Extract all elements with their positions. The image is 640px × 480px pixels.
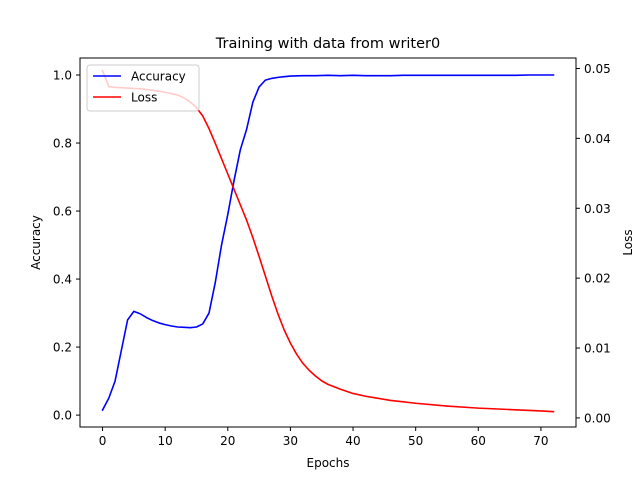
legend-label-loss: Loss (131, 91, 157, 105)
x-axis-title: Epochs (307, 456, 350, 470)
x-tick-label: 40 (345, 434, 360, 448)
y2-tick-label: 0.01 (584, 342, 611, 356)
y2-tick-label: 0.03 (584, 202, 611, 216)
y-tick-label: 1.0 (53, 69, 72, 83)
x-tick-label: 20 (220, 434, 235, 448)
plot-frame (79, 57, 577, 428)
legend: Accuracy Loss (86, 64, 200, 112)
x-tick-label: 10 (158, 434, 173, 448)
y-tick-label: 0.4 (53, 273, 72, 287)
legend-label-accuracy: Accuracy (131, 70, 186, 84)
x-tick-label: 50 (408, 434, 423, 448)
y-tick-label: 0.8 (53, 137, 72, 151)
x-tick-label: 30 (283, 434, 298, 448)
series-line-accuracy (101, 74, 555, 412)
y2-tick-label: 0.04 (584, 132, 611, 146)
y2-axis-title: Loss (621, 229, 635, 255)
y-tick-label: 0.6 (53, 205, 72, 219)
y-axis-left: 0.0 0.2 0.4 0.6 0.8 1.0 (53, 69, 80, 423)
x-tick-label: 60 (471, 434, 486, 448)
x-tick-label: 70 (533, 434, 548, 448)
y-tick-label: 0.2 (53, 341, 72, 355)
y-axis-right: 0.00 0.01 0.02 0.03 0.04 0.05 (576, 62, 611, 425)
x-axis: 0 10 20 30 40 50 60 70 (99, 427, 549, 448)
y2-tick-label: 0.00 (584, 411, 611, 425)
y2-tick-label: 0.05 (584, 62, 611, 76)
y-axis-title: Accuracy (29, 215, 43, 270)
x-tick-label: 0 (99, 434, 107, 448)
y-tick-label: 0.0 (53, 409, 72, 423)
chart-title: Training with data from writer0 (215, 36, 440, 52)
y2-tick-label: 0.02 (584, 272, 611, 286)
